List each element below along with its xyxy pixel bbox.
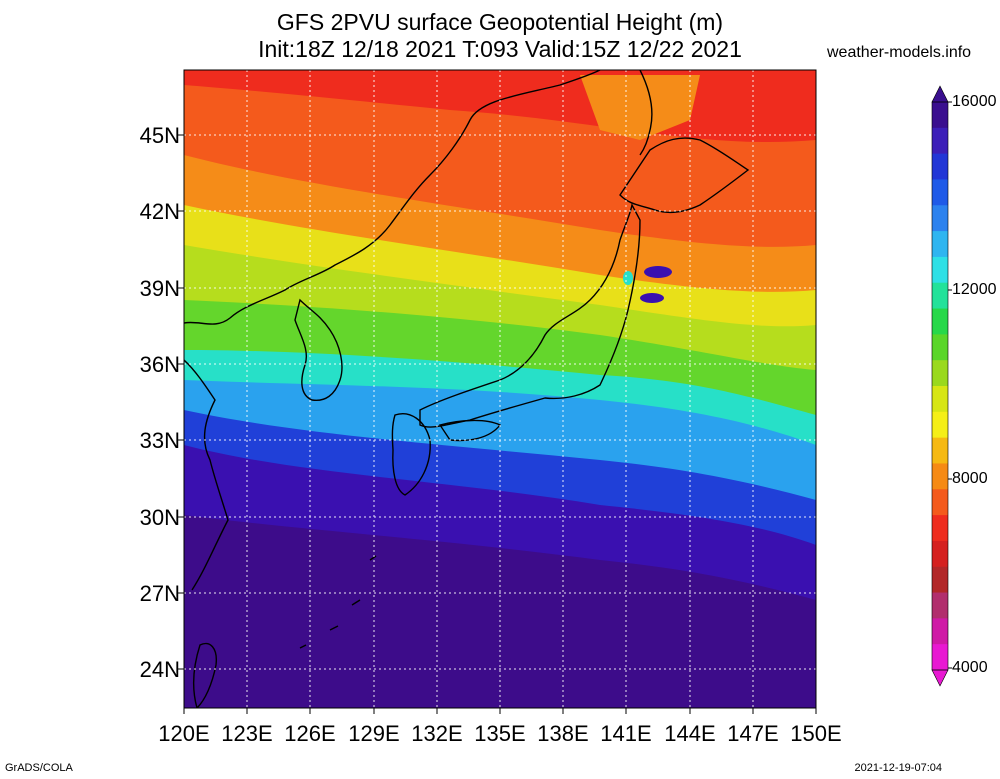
lon-tick-label: 126E bbox=[284, 721, 336, 746]
colorbar-swatch bbox=[932, 360, 948, 387]
graticule bbox=[184, 70, 816, 708]
coast-sakhalin bbox=[639, 70, 653, 156]
colorbar-swatch bbox=[932, 463, 948, 490]
colorbar bbox=[931, 85, 952, 687]
lat-tick-label: 30N bbox=[139, 505, 180, 530]
band-orange-patch bbox=[580, 75, 700, 140]
coast-kyushu bbox=[391, 413, 431, 496]
colorbar-label: 8000 bbox=[952, 470, 988, 487]
lon-tick-label: 144E bbox=[664, 721, 716, 746]
colorbar-swatch bbox=[932, 411, 948, 439]
coast-japan-honshu bbox=[419, 202, 641, 428]
colorbar-swatch bbox=[932, 386, 948, 413]
colorbar-swatch bbox=[932, 618, 948, 645]
chart-subtitle: Init:18Z 12/18 2021 T:093 Valid:15Z 12/2… bbox=[258, 36, 742, 62]
tick-marks bbox=[178, 134, 817, 714]
colorbar-swatch bbox=[932, 592, 948, 619]
site-label: weather-models.info bbox=[827, 44, 972, 61]
colorbar-swatch bbox=[932, 489, 948, 516]
lon-tick-label: 129E bbox=[348, 721, 400, 746]
colorbar-label: 16000 bbox=[952, 93, 997, 110]
colorbar-arrow-bottom bbox=[931, 669, 949, 687]
coast-ryukyu bbox=[299, 555, 377, 649]
lon-tick-label: 147E bbox=[727, 721, 779, 746]
lon-tick-label: 132E bbox=[411, 721, 463, 746]
footer-timestamp: 2021-12-19-07:04 bbox=[854, 762, 942, 774]
anomaly-1 bbox=[644, 266, 672, 278]
colorbar-frame bbox=[931, 101, 949, 671]
colorbar-swatch bbox=[932, 153, 948, 180]
lat-tick-label: 45N bbox=[139, 123, 180, 148]
lat-tick-label: 42N bbox=[139, 199, 180, 224]
colorbar-swatch bbox=[932, 644, 948, 671]
colorbar-label: 4000 bbox=[952, 659, 988, 676]
coast-asia bbox=[184, 70, 601, 325]
colorbar-swatch bbox=[932, 205, 948, 232]
height-field bbox=[184, 70, 816, 708]
anomaly-3 bbox=[623, 271, 633, 285]
lon-tick-label: 141E bbox=[600, 721, 652, 746]
colorbar-swatch bbox=[932, 179, 948, 206]
colorbar-swatch bbox=[932, 437, 948, 464]
lat-tick-label: 39N bbox=[139, 276, 180, 301]
coast-hokkaido bbox=[619, 137, 750, 214]
coastlines bbox=[184, 70, 750, 708]
colorbar-label: 12000 bbox=[952, 281, 997, 298]
coast-taiwan bbox=[192, 642, 217, 708]
colorbar-swatch bbox=[932, 282, 948, 310]
anomaly-2 bbox=[640, 293, 664, 303]
coast-china-south bbox=[184, 359, 229, 591]
footer-credit: GrADS/COLA bbox=[5, 762, 73, 774]
lat-tick-label: 24N bbox=[139, 657, 180, 682]
chart-title: GFS 2PVU surface Geopotential Height (m) bbox=[276, 9, 724, 35]
colorbar-swatch bbox=[932, 308, 948, 335]
lon-tick-label: 135E bbox=[474, 721, 526, 746]
colorbar-swatch bbox=[932, 102, 948, 129]
lat-tick-label: 33N bbox=[139, 428, 180, 453]
lat-tick-label: 36N bbox=[139, 352, 180, 377]
coast-korea bbox=[294, 298, 343, 402]
colorbar-swatch bbox=[932, 127, 948, 155]
colorbar-arrow-top bbox=[931, 85, 949, 103]
colorbar-swatch bbox=[932, 231, 948, 258]
colorbar-swatch bbox=[932, 515, 948, 542]
lon-tick-label: 138E bbox=[537, 721, 589, 746]
colorbar-swatch bbox=[932, 334, 948, 361]
lon-tick-label: 120E bbox=[158, 721, 210, 746]
lat-tick-label: 27N bbox=[139, 581, 180, 606]
colorbar-swatch bbox=[932, 256, 948, 284]
lon-tick-label: 150E bbox=[790, 721, 842, 746]
colorbar-swatch bbox=[932, 540, 948, 568]
lon-tick-label: 123E bbox=[221, 721, 273, 746]
colorbar-swatch bbox=[932, 566, 948, 594]
